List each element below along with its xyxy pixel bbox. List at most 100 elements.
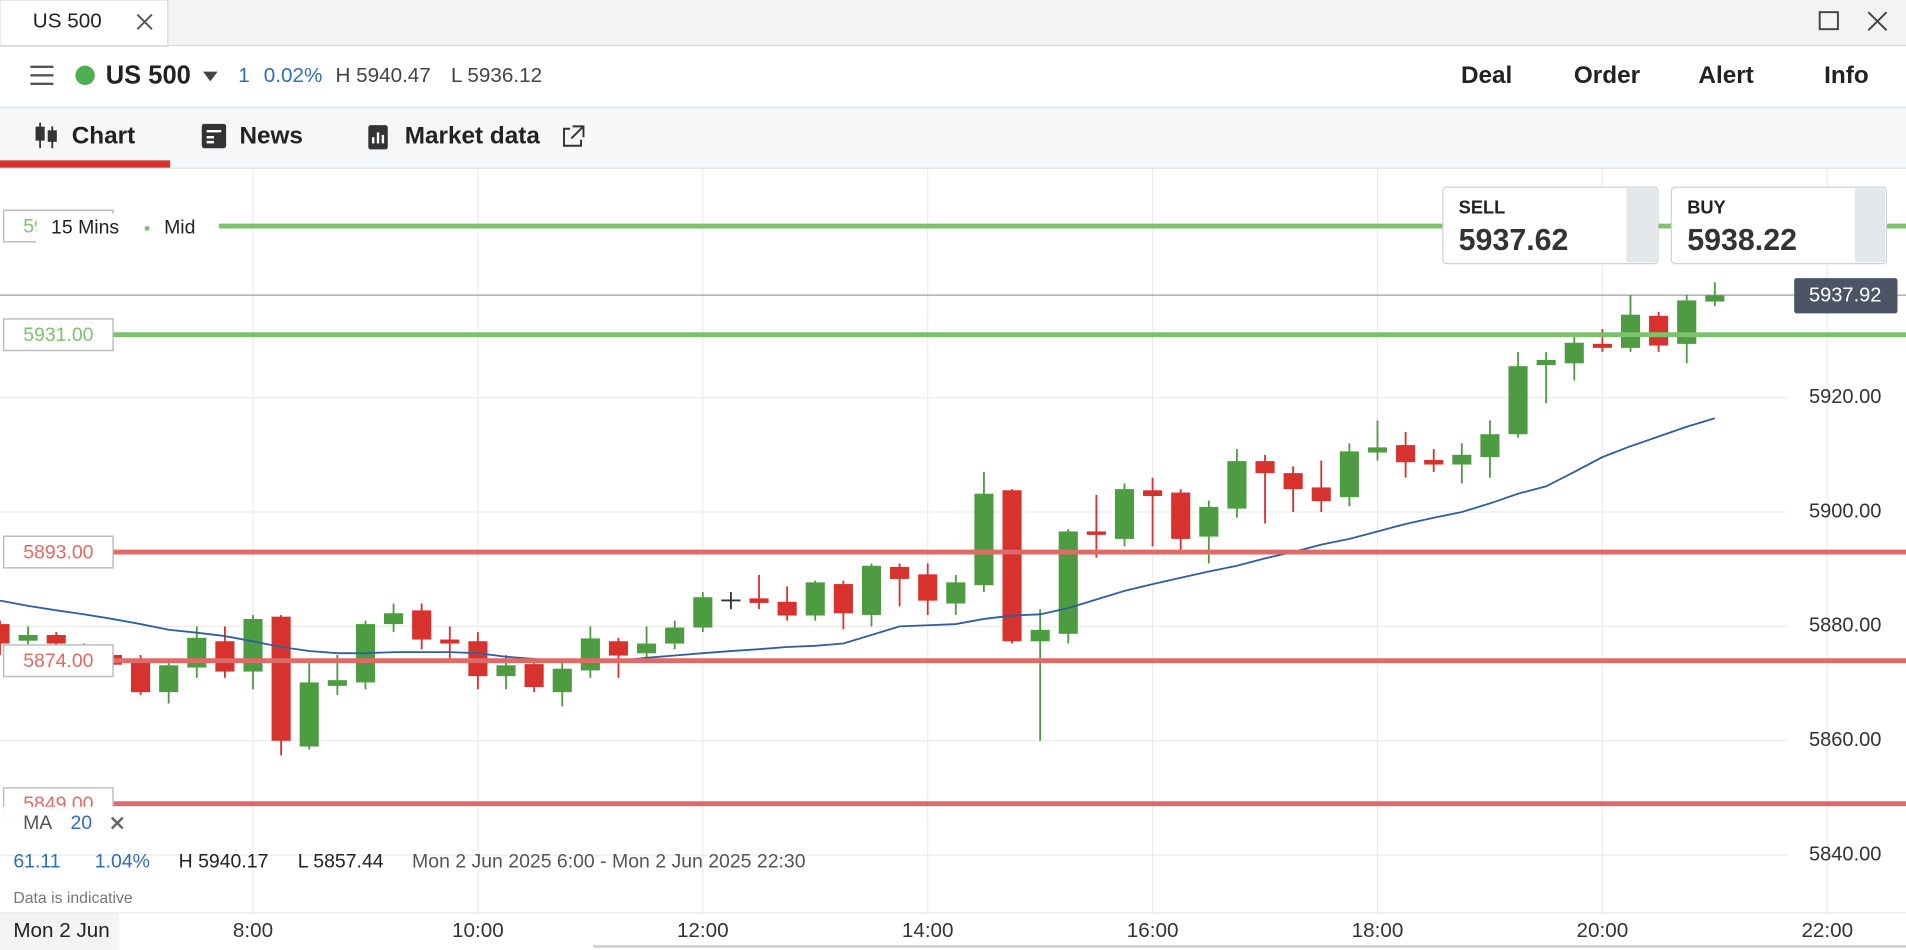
x-tick-label: 16:00 bbox=[1127, 919, 1179, 942]
ma-name: MA bbox=[23, 812, 52, 834]
footer-change: 61.11 bbox=[13, 851, 60, 873]
moving-average bbox=[0, 417, 1716, 663]
price-type[interactable]: Mid bbox=[164, 217, 195, 239]
candle-body bbox=[1480, 434, 1500, 458]
buy-button[interactable] bbox=[1670, 186, 1888, 265]
action[interactable]: Order bbox=[1574, 62, 1641, 89]
buy-label: BUY bbox=[1687, 198, 1725, 218]
x-tick-label: 14:00 bbox=[902, 919, 954, 942]
candle-body bbox=[1227, 461, 1247, 509]
x-tick-label: 10:00 bbox=[452, 919, 504, 942]
candle-body bbox=[749, 598, 769, 603]
candle-body bbox=[890, 566, 910, 579]
candle-body bbox=[637, 643, 657, 654]
candle-body bbox=[1677, 300, 1697, 344]
dropdown[interactable] bbox=[202, 71, 218, 82]
candle-body bbox=[299, 682, 319, 747]
footer-high: H 5940.17 bbox=[179, 851, 269, 873]
close-tab[interactable] bbox=[136, 13, 153, 30]
date-box bbox=[0, 913, 120, 950]
candle-body bbox=[693, 597, 713, 628]
candle-body bbox=[1283, 473, 1303, 490]
sell-button[interactable] bbox=[1442, 186, 1659, 265]
candle-body bbox=[496, 665, 516, 677]
candle-body bbox=[1114, 489, 1135, 539]
level-label: 5874.00 bbox=[23, 650, 93, 672]
footer-low: L 5857.44 bbox=[298, 851, 384, 873]
level-label-box[interactable] bbox=[2, 644, 114, 678]
tab-bar bbox=[0, 0, 1906, 45]
ma-period[interactable]: 20 bbox=[71, 812, 93, 834]
market-name[interactable]: US 500 bbox=[106, 61, 191, 89]
candle-body bbox=[46, 634, 66, 644]
candle-body bbox=[1705, 295, 1725, 302]
candle-body bbox=[665, 627, 685, 644]
interval-box bbox=[36, 213, 219, 243]
news-icon bbox=[201, 123, 227, 149]
tab-label[interactable]: Market data bbox=[405, 123, 541, 150]
candle-body bbox=[1424, 459, 1444, 465]
status-dot bbox=[75, 65, 95, 86]
candle-body bbox=[721, 599, 741, 602]
candle-body bbox=[327, 680, 347, 686]
candle-body bbox=[1452, 454, 1472, 465]
candle-body bbox=[1339, 451, 1359, 498]
candle-body bbox=[1143, 490, 1163, 496]
menu[interactable] bbox=[30, 65, 54, 86]
candle-body bbox=[1649, 315, 1669, 346]
candle-body bbox=[1255, 461, 1275, 474]
sell-button-edge bbox=[1626, 188, 1657, 263]
candle-body bbox=[777, 601, 797, 616]
remove-ma[interactable] bbox=[110, 816, 124, 830]
y-tick-label: 5860.00 bbox=[1809, 729, 1881, 751]
high: H 5940.47 bbox=[335, 64, 430, 87]
candle-body bbox=[833, 584, 853, 614]
candle-body bbox=[608, 641, 629, 656]
active-tab-indicator bbox=[0, 160, 171, 168]
window-tab-title: US 500 bbox=[33, 9, 102, 32]
section-tabs bbox=[0, 106, 1906, 168]
candle-body bbox=[215, 641, 235, 672]
level-label-box[interactable] bbox=[2, 318, 114, 352]
candle-body bbox=[1086, 531, 1106, 535]
action[interactable]: Deal bbox=[1461, 62, 1512, 89]
external-link[interactable] bbox=[563, 125, 585, 147]
window-tab[interactable] bbox=[0, 0, 169, 47]
action[interactable]: Info bbox=[1824, 62, 1869, 89]
candle-body bbox=[0, 624, 10, 644]
x-tick-label: 12:00 bbox=[677, 919, 729, 942]
action[interactable]: Alert bbox=[1698, 62, 1753, 89]
chart-icon bbox=[35, 122, 57, 149]
market-data-icon-bars bbox=[371, 132, 385, 144]
candle-body bbox=[384, 613, 404, 625]
candle-body bbox=[1564, 342, 1584, 364]
change: 1 bbox=[238, 64, 249, 87]
candle-body bbox=[412, 610, 432, 640]
ma-box bbox=[0, 806, 137, 841]
interval[interactable]: 15 Mins bbox=[51, 217, 119, 239]
maximize[interactable] bbox=[1818, 11, 1839, 31]
candle-body bbox=[552, 668, 572, 693]
candle-body bbox=[946, 582, 966, 604]
candle-body bbox=[1508, 366, 1528, 435]
buy-button-edge bbox=[1854, 188, 1886, 263]
candle-body bbox=[1592, 343, 1612, 348]
level-label-box[interactable] bbox=[2, 535, 114, 569]
plot bbox=[0, 282, 1906, 756]
x-tick-label: 22:00 bbox=[1801, 919, 1853, 942]
candle-body bbox=[1396, 445, 1416, 463]
y-tick-label: 5920.00 bbox=[1809, 386, 1881, 408]
y-tick-label: 5880.00 bbox=[1809, 615, 1881, 637]
separator-dot bbox=[144, 225, 150, 231]
close-window[interactable] bbox=[1867, 11, 1888, 32]
level-label: 5931.00 bbox=[23, 324, 93, 346]
candle-body bbox=[1030, 629, 1050, 642]
y-tick-label: 5900.00 bbox=[1809, 500, 1881, 522]
tab-label[interactable]: News bbox=[239, 123, 303, 150]
candle-body bbox=[805, 582, 825, 616]
candle-body bbox=[1311, 487, 1331, 502]
axes: 8:00 10:00 12:00 14:00 16:00 18:00 20:00 22:00 5… bbox=[233, 278, 1898, 942]
candle-body bbox=[159, 665, 179, 693]
candle-body bbox=[18, 634, 38, 641]
tab-label[interactable]: Chart bbox=[72, 123, 135, 150]
